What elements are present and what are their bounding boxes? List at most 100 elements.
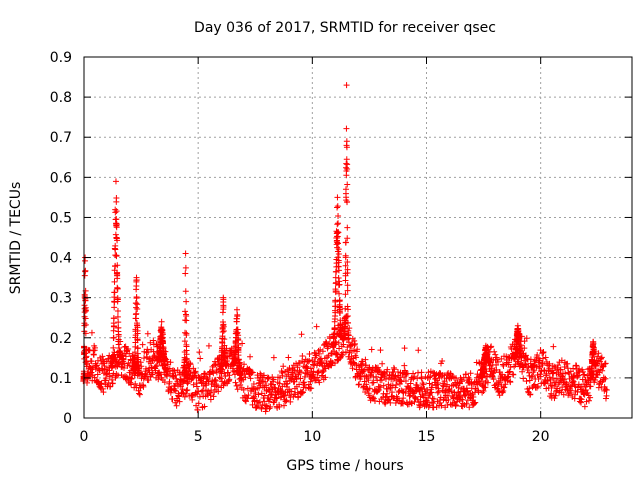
data-point xyxy=(181,393,188,400)
data-point xyxy=(380,382,387,389)
data-point xyxy=(182,308,189,315)
data-point xyxy=(521,357,528,364)
data-point xyxy=(234,313,241,320)
data-point xyxy=(350,347,357,354)
data-point xyxy=(334,221,341,228)
data-point xyxy=(569,377,576,384)
data-point xyxy=(90,351,97,358)
data-point xyxy=(523,378,530,385)
data-point xyxy=(319,348,326,355)
data-point xyxy=(602,395,609,402)
data-point xyxy=(402,378,409,385)
data-point xyxy=(234,386,241,393)
data-point xyxy=(160,345,167,352)
data-point xyxy=(250,380,257,387)
data-point xyxy=(197,355,204,362)
data-point xyxy=(336,290,343,297)
data-point xyxy=(344,235,351,242)
data-point xyxy=(445,396,452,403)
data-point xyxy=(132,380,139,387)
data-point xyxy=(150,337,157,344)
data-point xyxy=(551,363,558,370)
data-point xyxy=(220,304,227,311)
data-point xyxy=(491,348,498,355)
data-point xyxy=(334,230,341,237)
data-point xyxy=(88,329,95,336)
data-point xyxy=(602,360,609,367)
data-point xyxy=(576,365,583,372)
data-point xyxy=(343,164,350,171)
data-point xyxy=(386,396,393,403)
data-point xyxy=(133,295,140,302)
data-point xyxy=(537,373,544,380)
data-point xyxy=(344,224,351,231)
data-point xyxy=(135,370,142,377)
data-point xyxy=(475,388,482,395)
data-point xyxy=(113,234,120,241)
data-point xyxy=(351,340,358,347)
data-point xyxy=(221,348,228,355)
data-point xyxy=(273,395,280,402)
data-point xyxy=(241,361,248,368)
data-point xyxy=(342,291,349,298)
data-point xyxy=(587,374,594,381)
data-point xyxy=(111,278,118,285)
data-point xyxy=(173,402,180,409)
data-point xyxy=(322,338,329,345)
data-point xyxy=(335,267,342,274)
data-point xyxy=(110,344,117,351)
data-point xyxy=(161,362,168,369)
data-point xyxy=(381,369,388,376)
data-point xyxy=(444,381,451,388)
data-point xyxy=(366,364,373,371)
data-point xyxy=(325,343,332,350)
data-point xyxy=(579,368,586,375)
data-point xyxy=(490,376,497,383)
data-point xyxy=(500,387,507,394)
data-point xyxy=(233,315,240,322)
data-point xyxy=(161,357,168,364)
data-point xyxy=(139,341,146,348)
data-point xyxy=(505,373,512,380)
data-point xyxy=(336,281,343,288)
data-point xyxy=(492,351,499,358)
data-point xyxy=(174,378,181,385)
data-point xyxy=(512,351,519,358)
data-point xyxy=(599,367,606,374)
data-point xyxy=(128,375,135,382)
data-point xyxy=(510,371,517,378)
data-point xyxy=(324,354,331,361)
data-point xyxy=(270,381,277,388)
data-point xyxy=(109,353,116,360)
y-tick-label: 0.8 xyxy=(50,90,72,106)
data-point xyxy=(316,379,323,386)
data-point xyxy=(164,373,171,380)
chart-title: Day 036 of 2017, SRMTID for receiver qse… xyxy=(194,20,496,36)
data-point xyxy=(396,397,403,404)
data-point xyxy=(120,356,127,363)
data-point xyxy=(528,374,535,381)
data-point xyxy=(285,367,292,374)
data-point xyxy=(406,392,413,399)
data-point xyxy=(374,388,381,395)
data-point xyxy=(559,384,566,391)
data-point xyxy=(478,374,485,381)
data-point xyxy=(334,194,341,201)
data-point xyxy=(371,398,378,405)
data-point xyxy=(578,396,585,403)
data-point xyxy=(313,323,320,330)
data-point xyxy=(316,350,323,357)
data-point xyxy=(307,378,314,385)
data-point xyxy=(270,354,277,361)
data-point xyxy=(88,369,95,376)
data-point xyxy=(114,296,121,303)
data-point xyxy=(514,322,521,329)
data-point xyxy=(587,394,594,401)
data-point xyxy=(261,372,268,379)
data-point xyxy=(450,395,457,402)
y-tick-label: 0.7 xyxy=(50,130,72,146)
data-point xyxy=(575,381,582,388)
data-point xyxy=(462,392,469,399)
data-point xyxy=(338,332,345,339)
data-point xyxy=(132,339,139,346)
